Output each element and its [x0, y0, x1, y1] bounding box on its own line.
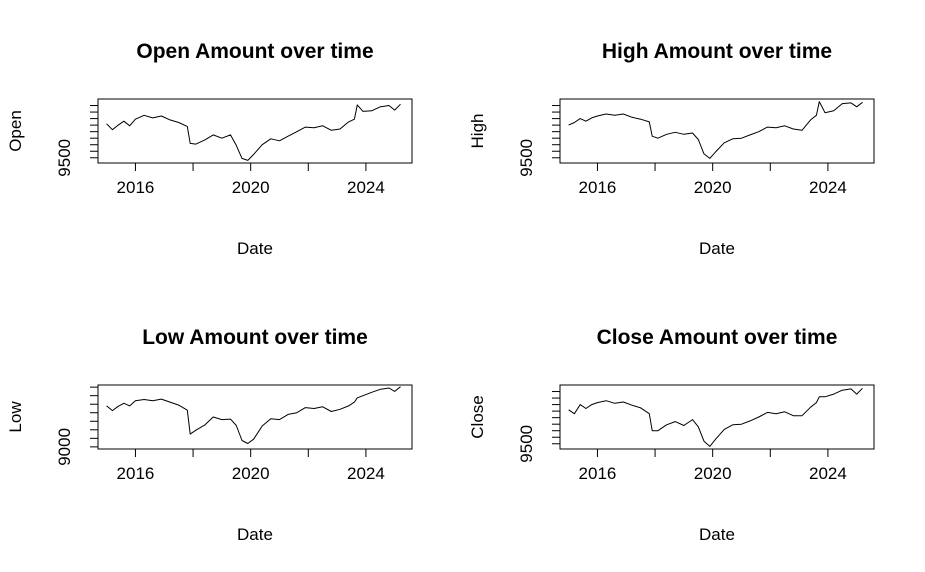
chart-title: Open Amount over time [136, 40, 373, 63]
x-axis-label: Date [237, 525, 273, 544]
chart-title: High Amount over time [602, 40, 832, 63]
chart-panel-3: Low Amount over time 2016 2020 2024 9000 Date… [6, 326, 413, 544]
series-line [568, 387, 863, 447]
chart-title: Close Amount over time [597, 326, 838, 349]
x-tick-label: 2024 [347, 178, 385, 197]
chart-panel-2: High Amount over time 2016 2020 2024 9500 Dat… [468, 40, 875, 258]
x-tick-label: 2020 [694, 464, 732, 483]
x-tick-label: 2020 [232, 178, 270, 197]
y-axis-label: High [468, 114, 487, 149]
plot-frame [97, 384, 413, 450]
x-tick-label: 2024 [809, 464, 847, 483]
y-tick-label: 9500 [517, 425, 536, 463]
series-line [568, 101, 863, 159]
x-tick-label: 2020 [694, 178, 732, 197]
x-tick-label: 2016 [579, 178, 617, 197]
x-axis-label: Date [699, 239, 735, 258]
plot-frame [97, 98, 413, 164]
y-axis-label: Low [6, 401, 25, 433]
chart-panel-1: Open Amount over time 2016 2020 2024 9500 Dat… [6, 40, 413, 258]
x-tick-label: 2024 [809, 178, 847, 197]
y-axis-label: Open [6, 110, 25, 152]
series-line [106, 103, 401, 161]
plot-frame [559, 98, 875, 164]
y-tick-label: 9500 [55, 139, 74, 177]
x-tick-label: 2024 [347, 464, 385, 483]
y-tick-label: 9000 [55, 428, 74, 466]
chart-title: Low Amount over time [142, 326, 368, 349]
x-tick-label: 2016 [117, 178, 155, 197]
series-line [106, 386, 401, 444]
x-axis-label: Date [699, 525, 735, 544]
x-tick-label: 2016 [579, 464, 617, 483]
x-tick-label: 2020 [232, 464, 270, 483]
x-tick-label: 2016 [117, 464, 155, 483]
y-axis-label: Close [468, 395, 487, 438]
y-tick-label: 9500 [517, 139, 536, 177]
x-axis-label: Date [237, 239, 273, 258]
plot-frame [559, 384, 875, 450]
chart-panel-4: Close Amount over time 2016 2020 2024 9500 Da… [468, 326, 875, 544]
